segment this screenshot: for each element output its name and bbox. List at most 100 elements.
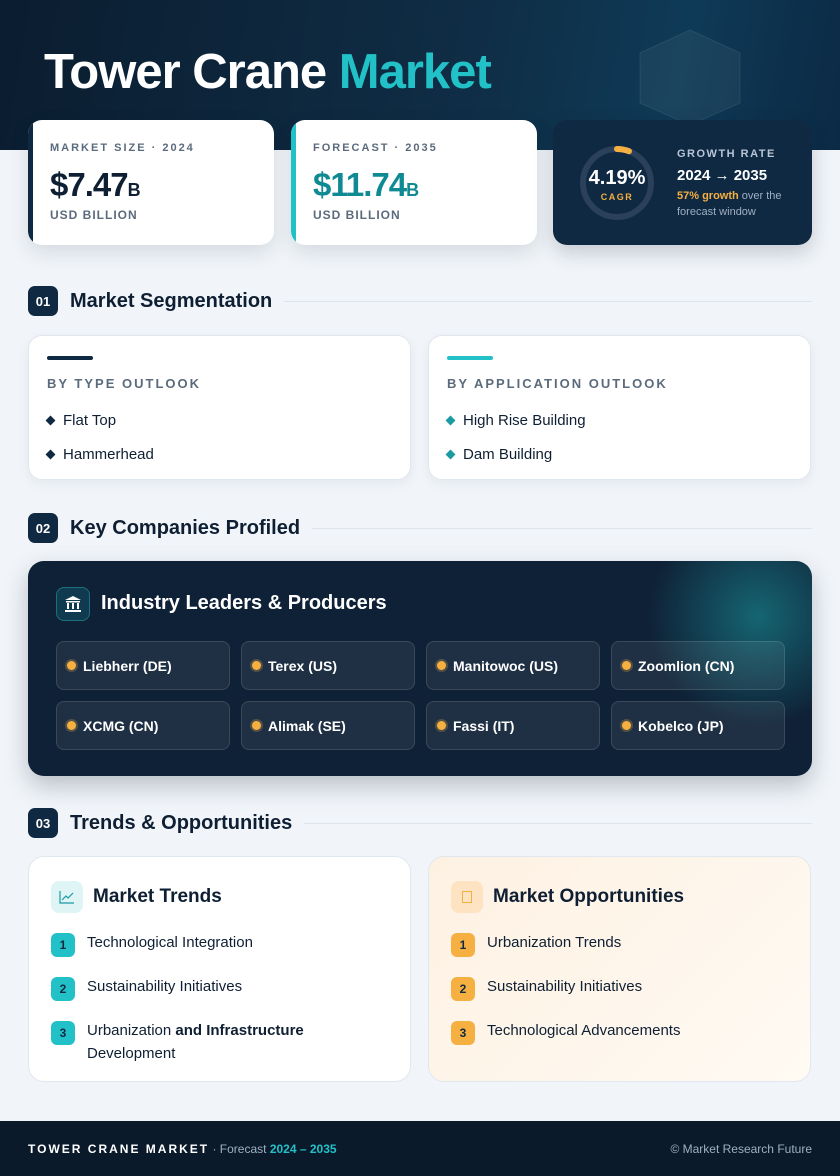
section-number: 01 (28, 286, 58, 316)
item-text: Technological Integration (87, 931, 253, 957)
dot (252, 721, 261, 730)
company-chip: Kobelco (JP) (611, 701, 785, 750)
divider (304, 822, 812, 824)
title-accent: Market (338, 45, 492, 99)
company-grid: Liebherr (DE) Terex (US) Manitowoc (US) Zoo… (56, 641, 785, 750)
stat-value: $7.47B (50, 166, 252, 204)
list-item: 2 Sustainability Initiatives (451, 975, 788, 1001)
text-bold: and Infrastructure (175, 1022, 304, 1039)
section-title: Trends & Opportunities (70, 811, 293, 834)
card-title: Market Trends (93, 886, 222, 907)
company-chip: Liebherr (DE) (56, 641, 230, 690)
item-number: 2 (51, 977, 75, 1001)
section-header: 03 Trends & Opportunities (28, 808, 812, 838)
value: $7.47 (50, 166, 129, 203)
item-text: Flat Top (63, 411, 117, 429)
item-text: Technological Advancements (487, 1019, 680, 1045)
segment-item: Hammerhead (45, 437, 392, 471)
title-main: Tower Crane (44, 45, 327, 99)
divider (284, 300, 812, 302)
segment-list: Flat Top Hammerhead (45, 403, 392, 471)
stat-card: MARKET SIZE · 2024 $7.47B USD BILLION (28, 120, 274, 245)
stat-label: FORECAST · 2035 (313, 142, 438, 154)
company-chip: Terex (US) (241, 641, 415, 690)
chart-icon (51, 881, 83, 913)
footer-left: TOWER CRANE MARKET · Forecast 2024 – 203… (28, 1142, 337, 1156)
trend-list: 1 Technological Integration 2 Sustainabilit… (51, 931, 388, 1065)
cagr-value: 4.19% (588, 167, 646, 189)
section-title: Key Companies Profiled (70, 516, 301, 539)
list-item: 1 Urbanization Trends (451, 931, 788, 957)
company-chip: Manitowoc (US) (426, 641, 600, 690)
company-name: Fassi (IT) (453, 717, 515, 734)
item-text: Sustainability Initiatives (87, 975, 242, 1001)
company-name: Liebherr (DE) (83, 657, 172, 674)
unit: B (127, 180, 141, 200)
growth-note-text: over the forecast window (677, 190, 782, 218)
company-chip: XCMG (CN) (56, 701, 230, 750)
footer-brand: TOWER CRANE MARKET (28, 1141, 210, 1156)
text: Urbanization Trends (487, 934, 622, 951)
list-item: 2 Sustainability Initiatives (51, 975, 388, 1001)
footer-label: Forecast (219, 1141, 267, 1156)
unit: B (406, 180, 420, 200)
dot (437, 661, 446, 670)
growth-period: 2024 → 2035 (677, 167, 768, 184)
item-number: 3 (51, 1021, 75, 1045)
dot (622, 661, 631, 670)
dot (622, 721, 631, 730)
panel-title: Industry Leaders & Producers (101, 592, 387, 614)
stat-caption: USD BILLION (313, 208, 401, 222)
item-number: 3 (451, 1021, 475, 1045)
dot (67, 721, 76, 730)
growth-note: 57% growth over the forecast window (677, 188, 797, 220)
item-number: 1 (51, 933, 75, 957)
page-title: Tower Crane Market (44, 44, 492, 100)
opportunity-icon (451, 881, 483, 913)
item-number: 2 (451, 977, 475, 1001)
value: $11.74 (313, 166, 407, 203)
list-item: 3 Technological Advancements (451, 1019, 788, 1045)
cagr-ring (580, 146, 654, 220)
company-chip: Zoomlion (CN) (611, 641, 785, 690)
bullet (445, 415, 456, 425)
item-text: Urbanization and Infrastructure Developm… (87, 1019, 388, 1065)
stat-value: $11.74B (313, 166, 515, 204)
dot (252, 661, 261, 670)
opportunity-list: 1 Urbanization Trends 2 Sustainability Init… (451, 931, 788, 1045)
companies-panel: Industry Leaders & Producers Liebherr (D… (28, 561, 812, 776)
growth-highlight: 57% growth (677, 190, 739, 202)
company-name: Terex (US) (268, 657, 337, 674)
section-header: 01 Market Segmentation (28, 286, 812, 316)
company-name: Kobelco (JP) (638, 717, 724, 734)
segment-title: BY APPLICATION OUTLOOK (447, 376, 668, 391)
section-title: Market Segmentation (70, 289, 273, 312)
accent-bar (47, 356, 93, 360)
growth-card: 4.19% CAGR GROWTH RATE 2024 → 2035 57% g… (553, 120, 812, 245)
company-chip: Alimak (SE) (241, 701, 415, 750)
company-name: Alimak (SE) (268, 717, 346, 734)
text: Technological Advancements (487, 1022, 681, 1039)
accent-bar (447, 356, 493, 360)
divider (312, 527, 812, 529)
text-rest: Development (87, 1045, 176, 1062)
cagr-label: CAGR (600, 192, 634, 202)
card-heading: Market Trends (51, 881, 388, 913)
trends-card: Market Trends 1 Technological Integration… (28, 856, 411, 1082)
opportunities-card: Market Opportunities 1 Urbanization Trend… (428, 856, 811, 1082)
company-name: XCMG (CN) (83, 717, 159, 734)
stat-label: MARKET SIZE · 2024 (50, 142, 195, 154)
segment-item: Flat Top (45, 403, 392, 437)
text: Technological Integration (87, 934, 253, 951)
segment-card: BY TYPE OUTLOOK Flat Top Hammerhead (28, 335, 411, 480)
hex-decoration (639, 29, 741, 125)
growth-label: GROWTH RATE (677, 148, 776, 160)
footer-period: 2024 – 2035 (269, 1141, 337, 1156)
footer: TOWER CRANE MARKET · Forecast 2024 – 203… (0, 1121, 840, 1176)
dot (67, 661, 76, 670)
card-title: Market Opportunities (493, 886, 685, 907)
footer-copyright: © Market Research Future (670, 1141, 812, 1156)
bank-icon (56, 587, 90, 621)
text: Urbanization (87, 1022, 172, 1039)
stat-card: FORECAST · 2035 $11.74B USD BILLION (291, 120, 537, 245)
